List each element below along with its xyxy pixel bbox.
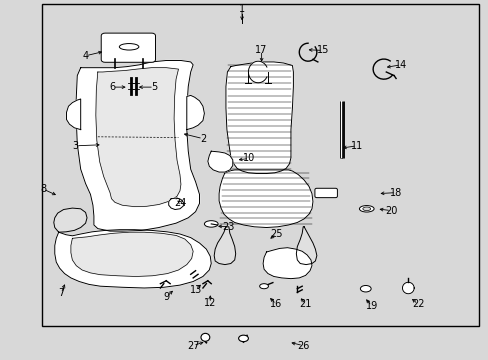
Text: 16: 16: [269, 299, 282, 309]
Polygon shape: [66, 99, 81, 130]
Text: 15: 15: [316, 45, 328, 55]
Polygon shape: [296, 227, 316, 265]
Text: 8: 8: [40, 184, 46, 194]
Polygon shape: [96, 68, 181, 207]
Ellipse shape: [201, 333, 209, 341]
Polygon shape: [54, 208, 87, 232]
Text: 20: 20: [384, 206, 397, 216]
Polygon shape: [263, 248, 311, 279]
Text: 26: 26: [296, 341, 309, 351]
Ellipse shape: [204, 221, 218, 227]
Text: 12: 12: [203, 298, 216, 308]
Text: 1: 1: [239, 4, 244, 14]
Polygon shape: [55, 230, 211, 288]
Ellipse shape: [119, 44, 139, 50]
Text: 7: 7: [58, 288, 64, 298]
Polygon shape: [225, 62, 293, 174]
Text: 21: 21: [299, 299, 311, 309]
Polygon shape: [186, 95, 204, 130]
Polygon shape: [168, 198, 183, 210]
Text: 9: 9: [163, 292, 169, 302]
Polygon shape: [76, 60, 199, 231]
Ellipse shape: [359, 206, 373, 212]
Polygon shape: [402, 282, 413, 294]
Polygon shape: [207, 151, 232, 172]
Ellipse shape: [259, 284, 268, 289]
Polygon shape: [71, 232, 193, 276]
Text: 19: 19: [365, 301, 377, 311]
Text: 3: 3: [73, 141, 79, 151]
Ellipse shape: [362, 207, 370, 211]
FancyBboxPatch shape: [101, 33, 155, 62]
Text: 25: 25: [269, 229, 282, 239]
Polygon shape: [248, 61, 267, 83]
Text: 2: 2: [200, 134, 205, 144]
Bar: [41, 4, 478, 326]
Text: 24: 24: [174, 198, 187, 208]
Text: 23: 23: [222, 222, 235, 232]
Text: 14: 14: [394, 60, 407, 70]
Text: 10: 10: [243, 153, 255, 163]
Text: 11: 11: [350, 141, 363, 151]
Text: 6: 6: [109, 82, 115, 92]
Text: 17: 17: [255, 45, 267, 55]
FancyBboxPatch shape: [314, 188, 337, 198]
Text: 4: 4: [82, 51, 88, 61]
Text: 13: 13: [189, 285, 202, 295]
Text: 27: 27: [186, 341, 199, 351]
Polygon shape: [214, 227, 235, 265]
Text: 22: 22: [411, 299, 424, 309]
Ellipse shape: [238, 335, 248, 342]
Text: 5: 5: [151, 82, 157, 92]
Ellipse shape: [360, 285, 370, 292]
Polygon shape: [219, 170, 312, 228]
Text: 18: 18: [389, 188, 402, 198]
